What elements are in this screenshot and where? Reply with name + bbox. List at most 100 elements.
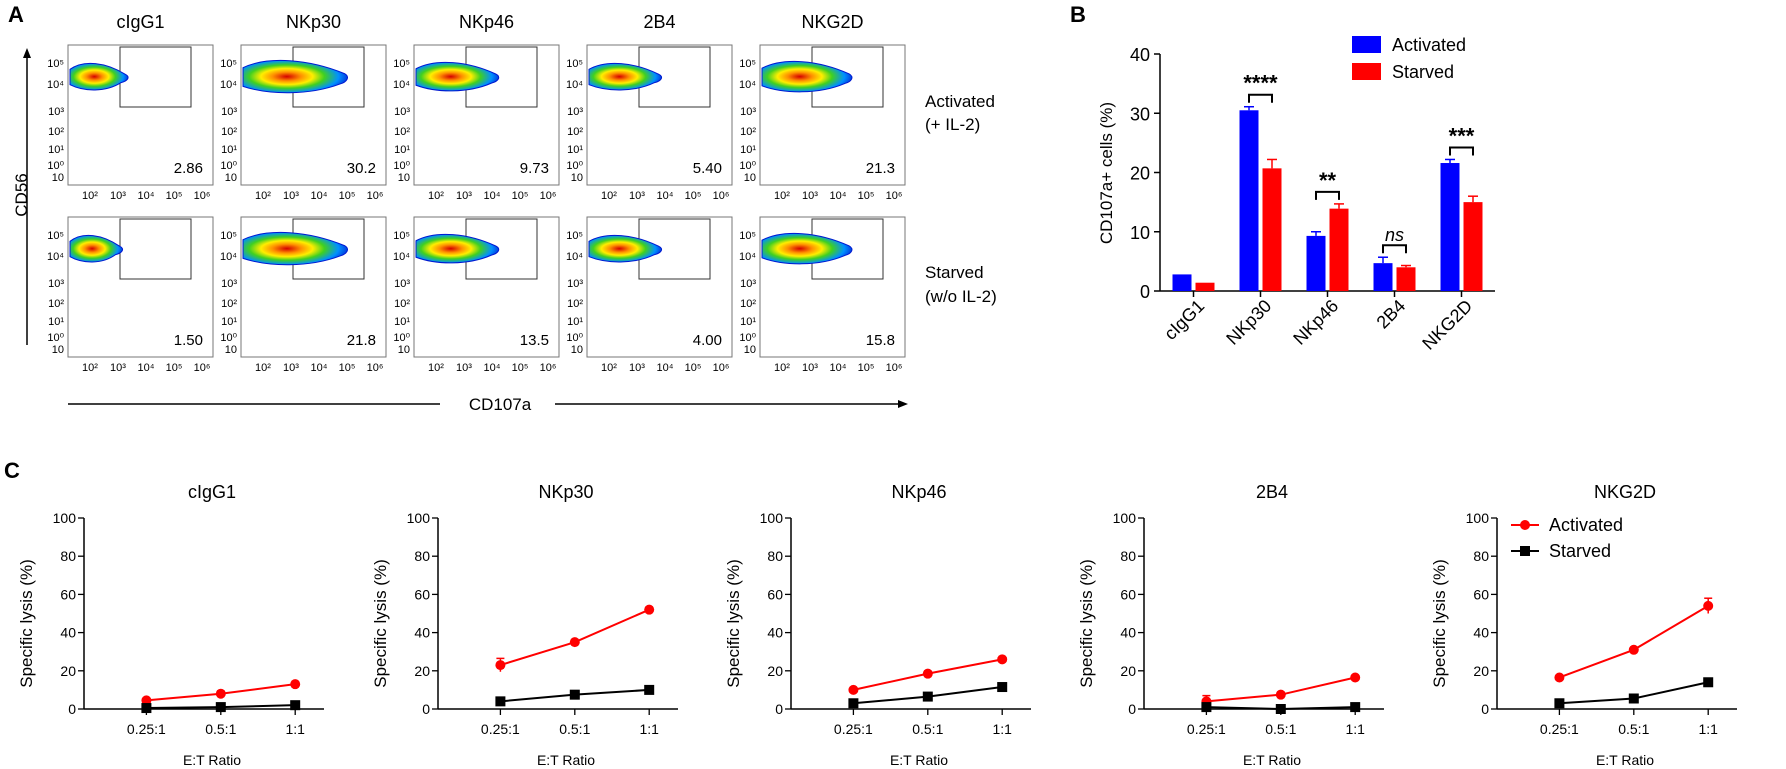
chart-title: NKG2D (1594, 482, 1656, 502)
gate-percentage: 15.8 (866, 332, 895, 349)
y-tick-label: 10¹ (740, 144, 756, 156)
data-point (848, 698, 859, 709)
x-tick-label: 10⁶ (886, 362, 903, 374)
x-tick-label: 2B4 (1373, 296, 1410, 333)
x-tick-label: 10⁵ (858, 190, 875, 202)
y-tick-label: 10¹ (48, 144, 64, 156)
gate-percentage: 1.50 (174, 332, 203, 349)
x-tick-label: 10⁵ (858, 362, 875, 374)
panel-letter-b: B (1070, 2, 1086, 27)
density-blob (588, 62, 663, 91)
line-chart: 0 20 40 60 80 100 Specific lysis (%) 0.25:1 0.5:… (1430, 482, 1737, 768)
data-point (1554, 698, 1565, 709)
y-tick-label: 10² (740, 126, 756, 138)
series-line (1559, 604, 1709, 679)
y-tick-label: 60 (60, 586, 76, 602)
x-tick-label: 10⁵ (166, 362, 183, 374)
y-tick-label: 20 (1473, 663, 1489, 679)
column-title: 2B4 (643, 12, 675, 32)
y-tick-label: 10² (740, 298, 756, 310)
y-tick-label: 10⁰ (739, 160, 756, 172)
x-tick-label: 10⁶ (540, 190, 557, 202)
y-tick-label: 10³ (394, 278, 410, 290)
x-tick-label: 10³ (283, 362, 299, 374)
y-tick-label: 10¹ (394, 316, 410, 328)
y-tick-label: 20 (1120, 663, 1136, 679)
x-tick-label: 10⁵ (339, 362, 356, 374)
y-tick-label: 10³ (48, 278, 64, 290)
y-tick-label: 10⁰ (739, 332, 756, 344)
y-tick-label: 80 (414, 548, 430, 564)
x-tick-label: 10⁵ (512, 362, 529, 374)
y-tick-label: 10 (571, 172, 583, 184)
x-tick-label: cIgG1 (1160, 296, 1208, 344)
y-tick-label: 10 (225, 172, 237, 184)
line-chart: 0 20 40 60 80 100 Specific lysis (%) 0.25:1 0.5:… (371, 482, 678, 768)
x-tick-label: 10⁶ (713, 362, 730, 374)
legend-label: Starved (1392, 62, 1454, 82)
column-title: NKp30 (286, 12, 341, 32)
y-tick-label: 100 (1466, 510, 1490, 526)
data-point (922, 668, 933, 679)
y-axis-label-cd56: CD56 (12, 173, 31, 216)
y-tick-label: 10 (571, 344, 583, 356)
bar (1239, 110, 1259, 291)
y-tick-label: 60 (414, 586, 430, 602)
y-tick-label: 10¹ (567, 316, 583, 328)
y-tick-label: 40 (1473, 625, 1489, 641)
y-tick-label: 40 (767, 625, 783, 641)
x-tick-label: 10² (601, 362, 617, 374)
data-point (215, 702, 226, 713)
x-tick-label: 10³ (110, 362, 126, 374)
y-tick-label: 80 (767, 548, 783, 564)
x-tick-label: NKG2D (1418, 296, 1476, 354)
y-tick-label: 10⁵ (220, 58, 237, 70)
y-tick-label: 10⁰ (566, 160, 583, 172)
y-tick-label: 10 (744, 172, 756, 184)
bar-chart-panel: 0 10 20 30 40 CD107a+ cells (%) cIgG1 NKp30 NKp4… (1097, 35, 1495, 354)
y-tick-label: 60 (1120, 586, 1136, 602)
x-tick-label: 10⁵ (512, 190, 529, 202)
y-tick-label: 10⁰ (566, 332, 583, 344)
legend-marker (1520, 546, 1530, 556)
x-tick-label: 10⁵ (166, 190, 183, 202)
legend-swatch (1352, 63, 1381, 80)
gate-percentage: 21.3 (866, 160, 895, 177)
x-tick-label: 10⁶ (886, 190, 903, 202)
density-blob (242, 232, 348, 266)
y-tick-label: 100 (53, 510, 77, 526)
y-tick-label: 40 (60, 625, 76, 641)
y-tick-label: 10² (394, 298, 410, 310)
bar (1306, 235, 1326, 291)
y-tick-label: 10³ (48, 106, 64, 118)
x-tick-label: 10⁶ (367, 362, 384, 374)
line-chart: 0 20 40 60 80 100 Specific lysis (%) 0.25:1 0.5:… (1077, 482, 1384, 768)
density-blob (588, 234, 663, 263)
y-tick-label: 10² (221, 126, 237, 138)
x-tick-label: 10² (82, 362, 98, 374)
x-tick-label: 10⁶ (713, 190, 730, 202)
chart-title: cIgG1 (188, 482, 236, 502)
y-tick-label: 10² (567, 126, 583, 138)
x-tick-label: 10³ (629, 362, 645, 374)
density-blob (69, 62, 129, 91)
x-tick-label: 10³ (283, 190, 299, 202)
y-tick-label: 10 (398, 344, 410, 356)
x-tick-label: 10⁴ (657, 190, 674, 202)
x-tick-label: 10² (82, 190, 98, 202)
y-tick-label: 10³ (740, 278, 756, 290)
y-tick-label: 10⁴ (220, 79, 237, 91)
x-tick-label: 10⁶ (540, 362, 557, 374)
y-tick-label: 10 (1130, 223, 1150, 243)
x-tick-label: 0.5:1 (912, 721, 943, 737)
x-tick-label: 10⁵ (339, 190, 356, 202)
x-tick-label: 10⁴ (138, 190, 155, 202)
data-point (848, 684, 859, 695)
x-axis-label: E:T Ratio (1243, 752, 1301, 768)
